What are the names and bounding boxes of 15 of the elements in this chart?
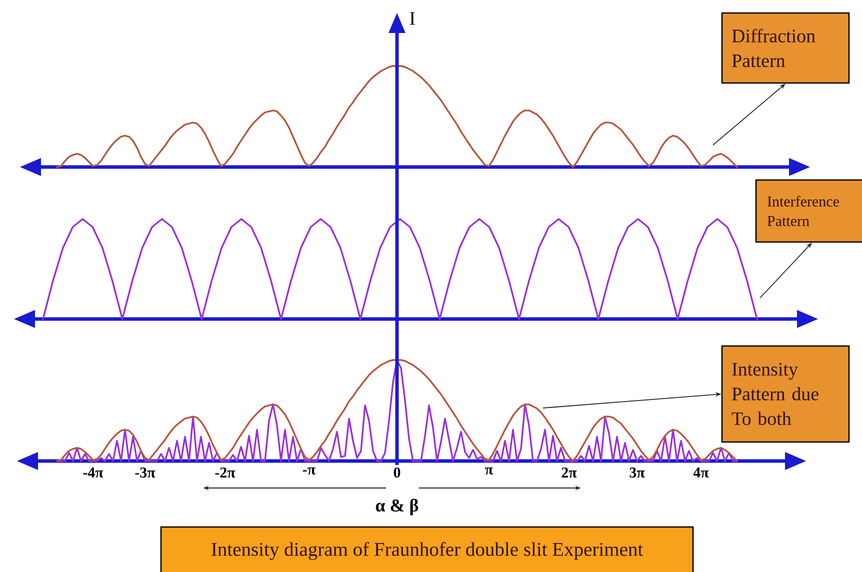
annotation: Diffraction Pattern [732,28,816,68]
x-tick-label: -4π [83,468,104,478]
x-tick-label: -π [302,468,316,475]
x-axis-title: α & β [376,498,418,516]
x-tick-label: 0 [394,468,400,478]
x-tick-label: -2π [215,468,236,478]
annotation: Intensity Pattern due To both [732,362,818,426]
x-tick-label: 3π [630,468,645,478]
x-tick-label: -3π [135,468,156,478]
text: Intensity diagram of Fraunhofer double slit Experiment [212,542,644,560]
y-axis-title: I [410,12,415,25]
x-tick-label: π [485,468,493,475]
text: Interference Pattern [767,196,839,226]
x-tick-label: 2π [562,468,577,478]
x-tick-label: 4π [693,468,709,478]
